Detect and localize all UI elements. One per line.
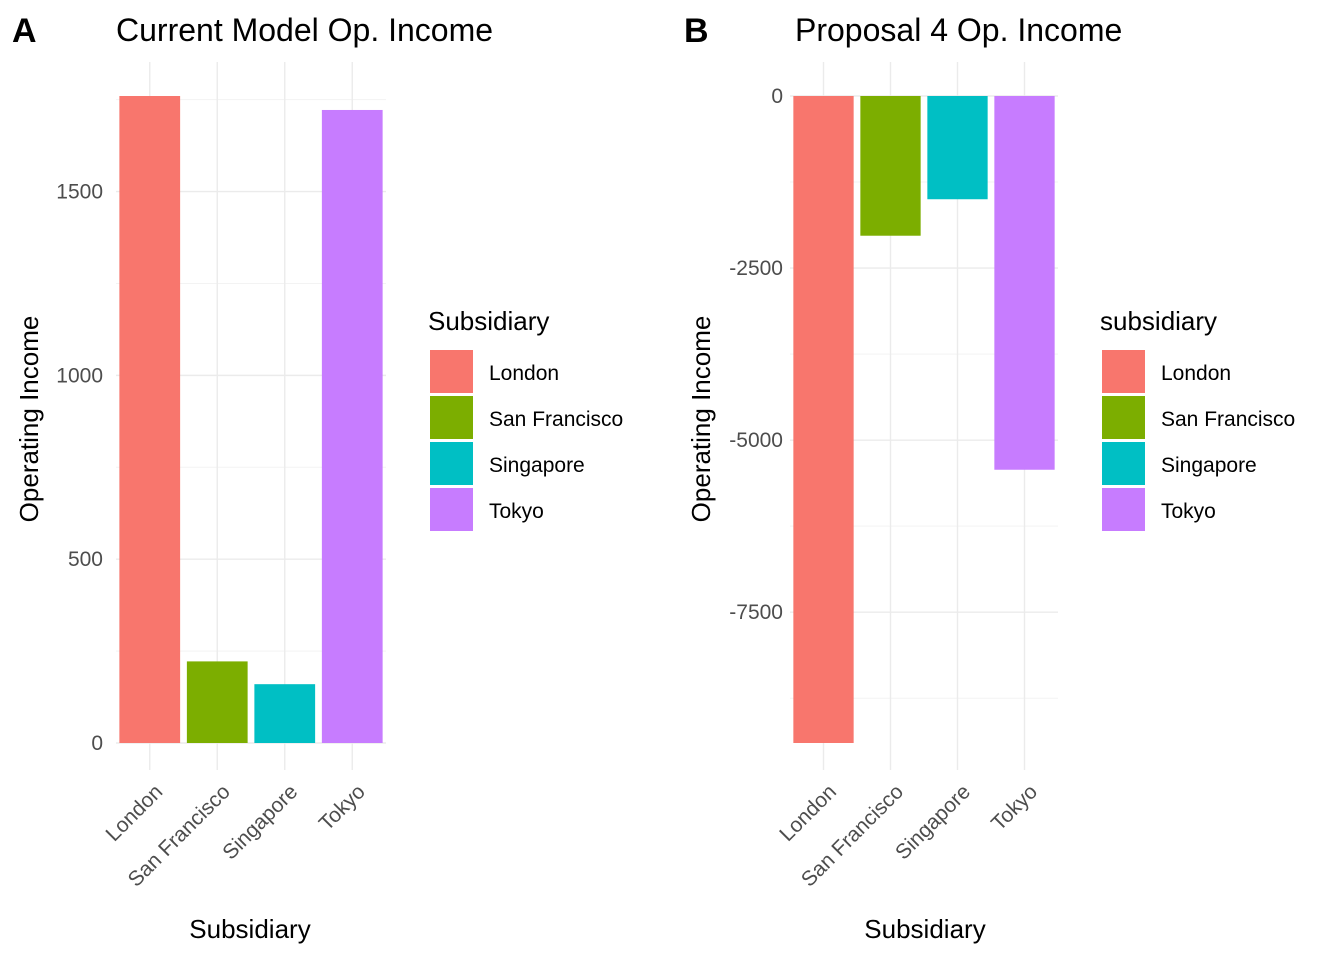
legend-label: London	[489, 362, 559, 385]
x-tick-label: London	[775, 780, 841, 846]
y-tick-label: 1000	[56, 364, 103, 387]
y-tick-label: 1500	[56, 181, 103, 204]
legend-label: San Francisco	[1161, 408, 1295, 431]
y-axis-title: Operating Income	[686, 316, 716, 523]
legend-swatch	[430, 442, 473, 485]
panel-label: A	[12, 12, 37, 50]
legend-label: Tokyo	[489, 500, 544, 523]
x-tick-label: London	[101, 780, 167, 846]
y-tick-label: 500	[68, 548, 103, 571]
y-tick-label: 0	[91, 732, 103, 755]
chart-title: Current Model Op. Income	[116, 12, 493, 48]
bar-london	[793, 96, 854, 743]
legend-swatch	[430, 396, 473, 439]
y-tick-label: -7500	[729, 601, 783, 624]
panel-a: A Current Model Op. Income 050010001500 …	[12, 12, 623, 944]
legend-label: London	[1161, 362, 1231, 385]
bar-london	[119, 96, 181, 743]
x-tick-label: Tokyo	[987, 780, 1042, 835]
legend-items: London San Francisco Singapore Tokyo	[430, 350, 623, 531]
bar-san-francisco	[186, 661, 248, 743]
bars	[119, 96, 383, 744]
legend-title: Subsidiary	[428, 306, 549, 336]
legend: subsidiary London San Francisco Singapore T…	[1100, 306, 1295, 531]
legend-label: Singapore	[489, 454, 585, 477]
bars	[793, 96, 1055, 743]
legend-swatch	[430, 488, 473, 531]
legend-label: Singapore	[1161, 454, 1257, 477]
legend-label: San Francisco	[489, 408, 623, 431]
x-tick-label: Tokyo	[315, 780, 370, 835]
bar-san-francisco	[860, 96, 921, 236]
legend-title: subsidiary	[1100, 306, 1217, 336]
x-axis-title: Subsidiary	[864, 914, 985, 944]
bar-singapore	[254, 684, 316, 743]
legend-swatch	[1102, 350, 1145, 393]
panel-label: B	[684, 12, 709, 50]
y-tick-label: 0	[771, 85, 783, 108]
y-tick-label: -5000	[729, 429, 783, 452]
legend-swatch	[1102, 442, 1145, 485]
bar-singapore	[927, 96, 988, 200]
legend-swatch	[1102, 396, 1145, 439]
y-tick-labels: -7500 -5000 -2500 0	[729, 85, 783, 624]
chart-title: Proposal 4 Op. Income	[795, 12, 1122, 48]
y-tick-labels: 0 500 1000 1500	[56, 181, 103, 755]
legend-items: London San Francisco Singapore Tokyo	[1102, 350, 1295, 531]
x-axis-title: Subsidiary	[189, 914, 310, 944]
bar-tokyo	[994, 96, 1055, 470]
legend-swatch	[430, 350, 473, 393]
y-tick-label: -2500	[729, 257, 783, 280]
legend-swatch	[1102, 488, 1145, 531]
panel-b: B Proposal 4 Op. Income -7500 -5000 -2500 0…	[684, 12, 1295, 944]
legend: Subsidiary London San Francisco Singapore T…	[428, 306, 623, 531]
legend-label: Tokyo	[1161, 500, 1216, 523]
bar-tokyo	[321, 109, 383, 744]
y-axis-title: Operating Income	[14, 316, 44, 523]
